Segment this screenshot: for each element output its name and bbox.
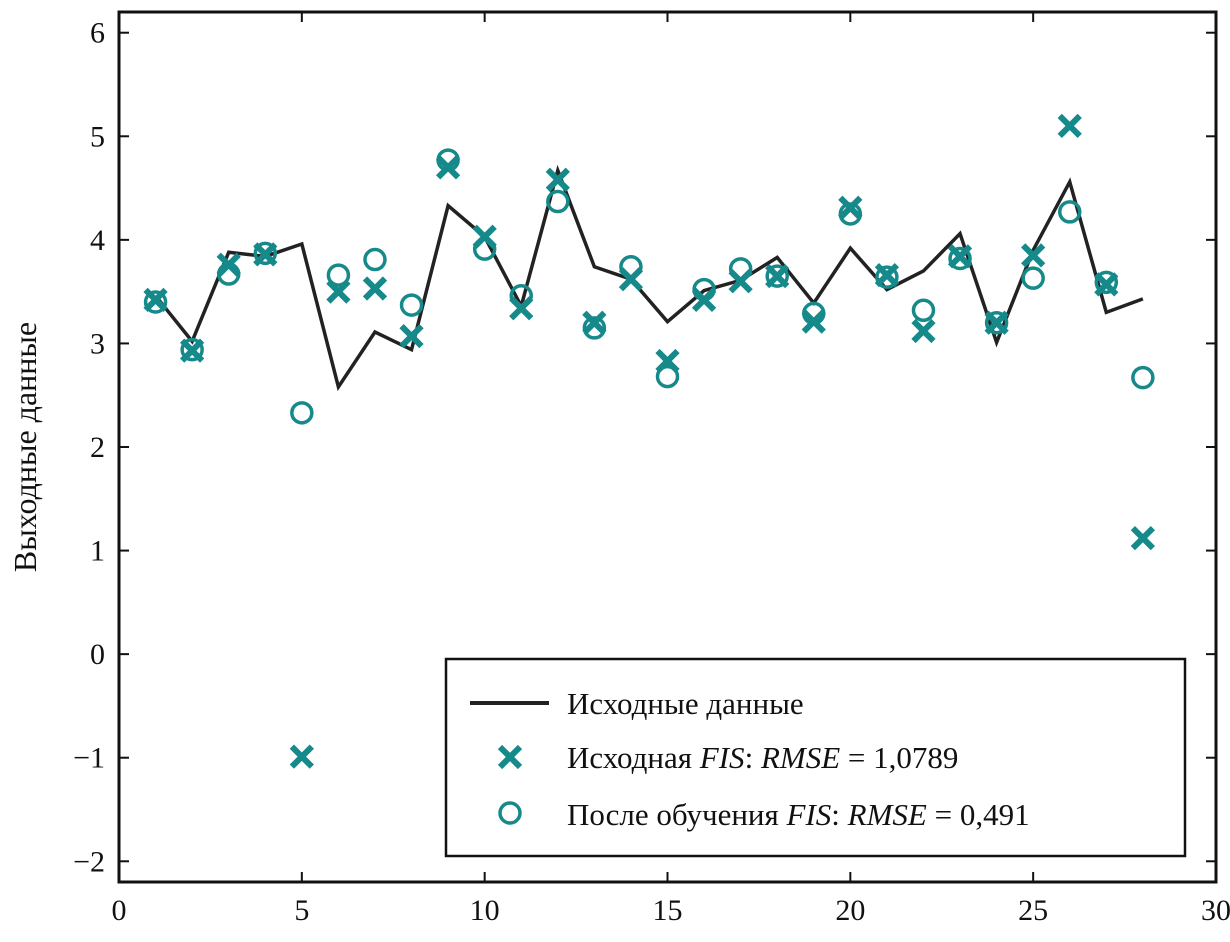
y-tick-label: 2 [90, 431, 105, 464]
trained-fis-point [216, 262, 241, 286]
legend-x-sep: : [745, 740, 761, 775]
x-tick-label: 20 [835, 894, 865, 927]
trained-fis-point [948, 246, 972, 271]
trained-fis-point [875, 265, 899, 289]
trained-fis-point [546, 189, 570, 214]
series-line [154, 164, 1144, 392]
trained-fis-point [984, 310, 1009, 335]
trained-fis-point [436, 148, 460, 172]
trained-fis-point [802, 301, 826, 326]
trained-fis-point [911, 298, 936, 323]
legend-x-fis: FIS [699, 740, 745, 775]
legend-box [444, 657, 1187, 858]
y-tick-label: −1 [73, 742, 105, 775]
y-tick-label: −2 [73, 845, 105, 878]
legend-label-o: После обучения FIS: RMSE = 0,491 [567, 797, 1030, 832]
initial-fis-point [326, 279, 351, 304]
series-o-markers [143, 148, 1155, 425]
trained-fis-point [509, 284, 533, 308]
trained-fis-point [290, 401, 314, 425]
legend-label-line: Исходные данные [567, 686, 804, 721]
x-tick-label: 10 [470, 894, 500, 927]
x-tick-label: 30 [1201, 894, 1230, 927]
trained-fis-point [838, 202, 863, 226]
x-tick-label: 5 [294, 894, 309, 927]
initial-fis-point [582, 310, 607, 335]
initial-fis-point [289, 744, 314, 769]
legend-o-value: = 0,491 [927, 797, 1030, 832]
legend-x-swatch [497, 744, 523, 770]
initial-fis-point [362, 276, 388, 301]
y-tick-label: 1 [90, 535, 105, 568]
y-tick-label: 3 [90, 327, 105, 360]
legend-label-x: Исходная FIS: RMSE = 1,0789 [567, 740, 958, 775]
x-tick-label: 0 [112, 894, 127, 927]
legend-o-rmse: RMSE [847, 797, 927, 832]
x-tick-label: 25 [1018, 894, 1048, 927]
legend-o-swatch [498, 801, 522, 825]
initial-fis-point [435, 155, 461, 180]
legend-x-plain: Исходная [567, 740, 700, 775]
trained-fis-point [143, 290, 168, 314]
trained-fis-point [1057, 200, 1082, 224]
initial-fis-point [1057, 113, 1082, 139]
trained-fis-point [363, 247, 387, 272]
trained-fis-point [582, 316, 607, 340]
original-data-line [154, 164, 1144, 392]
trained-fis-point [1131, 365, 1155, 390]
trained-fis-point [180, 337, 204, 362]
trained-fis-point [655, 364, 680, 389]
plot-frame [117, 10, 1218, 884]
initial-fis-point [1130, 526, 1155, 551]
trained-fis-point [1021, 266, 1045, 290]
trained-fis-point [253, 241, 278, 266]
trained-fis-point [692, 277, 716, 302]
y-tick-label: 6 [90, 17, 105, 50]
initial-fis-point [911, 318, 936, 344]
y-axis-title: Выходные данные [7, 322, 43, 572]
legend-x-value: = 1,0789 [840, 740, 958, 775]
initial-fis-point [545, 167, 570, 192]
initial-fis-point [838, 195, 863, 220]
y-tick-label: 0 [90, 638, 105, 671]
trained-fis-point [1094, 270, 1119, 295]
legend-o-plain: После обучения [567, 797, 787, 832]
y-tick-label: 5 [90, 120, 105, 153]
initial-fis-point [399, 324, 424, 349]
tick-labels: 0 5 10 15 20 25 30 −2 −1 0 1 2 3 4 5 6 [73, 17, 1230, 927]
legend-o-fis: FIS [786, 797, 832, 832]
legend-o-sep: : [831, 797, 847, 832]
initial-fis-point [1021, 243, 1046, 268]
trained-fis-point [399, 293, 424, 317]
y-tick-label: 4 [90, 224, 105, 257]
legend-x-rmse: RMSE [760, 740, 840, 775]
legend: Исходные данные Исходная FIS: RMSE = 1,0… [444, 657, 1187, 858]
trained-fis-point [326, 263, 351, 287]
trained-fis-point [765, 264, 789, 288]
trained-fis-point [619, 255, 643, 279]
trained-fis-point [472, 237, 497, 261]
trained-fis-point [728, 257, 753, 281]
x-tick-label: 15 [653, 894, 683, 927]
